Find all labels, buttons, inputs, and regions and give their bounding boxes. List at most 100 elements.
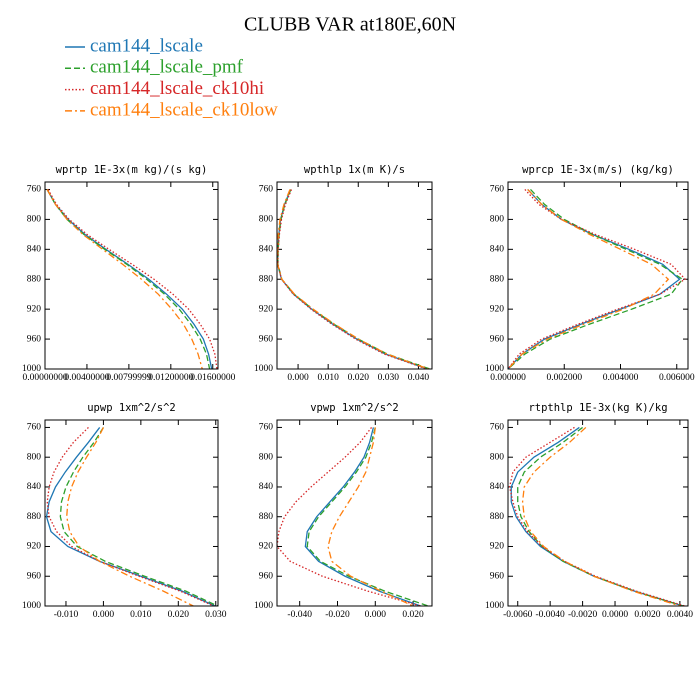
panel-title: wprtp 1E-3x(m kg)/(s kg)	[56, 164, 208, 176]
y-tick-label: 800	[490, 215, 505, 225]
x-tick-label: 0.040	[408, 373, 430, 383]
y-tick-label: 920	[259, 304, 274, 314]
y-tick-label: 1000	[485, 364, 504, 374]
y-tick-label: 760	[490, 185, 505, 195]
profile-line	[508, 189, 687, 369]
y-tick-label: 800	[259, 452, 274, 462]
x-tick-label: 0.000	[365, 610, 387, 620]
y-tick-label: 880	[490, 274, 505, 284]
y-tick-label: 920	[490, 542, 505, 552]
y-tick-label: 880	[259, 512, 274, 522]
y-tick-label: 1000	[485, 601, 504, 611]
y-tick-label: 760	[27, 185, 42, 195]
x-tick-label: -0.040	[287, 610, 312, 620]
profile-line	[508, 189, 670, 369]
legend-label: cam144_lscale_pmf	[90, 57, 244, 78]
y-tick-label: 840	[259, 245, 274, 255]
x-tick-label: 0.006000	[659, 373, 695, 383]
y-tick-label: 840	[490, 245, 505, 255]
x-tick-label: 0.002000	[546, 373, 582, 383]
y-tick-label: 880	[490, 512, 505, 522]
y-tick-label: 840	[27, 245, 42, 255]
x-tick-label: 0.01200000	[148, 373, 193, 383]
profile-line	[521, 426, 681, 606]
plot-frame	[276, 181, 433, 370]
x-tick-label: 0.004000	[603, 373, 639, 383]
plot-frame	[507, 181, 689, 370]
plot-frame	[44, 419, 219, 607]
profile-line	[508, 189, 684, 369]
y-tick-label: 880	[259, 274, 274, 284]
y-tick-label: 920	[259, 542, 274, 552]
y-tick-label: 840	[27, 482, 42, 492]
x-tick-label: 0.020	[348, 373, 370, 383]
legend-label: cam144_lscale_ck10low	[90, 99, 278, 120]
y-tick-label: 960	[259, 571, 274, 581]
figure-title: CLUBB VAR at180E,60N	[244, 14, 456, 36]
profile-line	[59, 427, 218, 606]
y-tick-label: 960	[490, 571, 505, 581]
y-tick-label: 800	[259, 215, 274, 225]
y-tick-label: 960	[490, 334, 505, 344]
y-tick-label: 760	[27, 423, 42, 433]
profile-line	[45, 427, 216, 606]
y-tick-label: 920	[27, 542, 42, 552]
x-tick-label: -0.0060	[503, 610, 533, 620]
y-tick-label: 760	[490, 423, 505, 433]
plot-frame	[44, 181, 219, 370]
plot-frame	[507, 419, 689, 607]
profile-line	[46, 189, 203, 369]
profile-line	[47, 189, 218, 369]
x-tick-label: 0.010	[317, 373, 339, 383]
y-tick-label: 1000	[22, 364, 41, 374]
y-tick-label: 960	[27, 334, 42, 344]
panel-title: upwp 1xm^2/s^2	[87, 402, 176, 414]
y-tick-label: 840	[259, 482, 274, 492]
y-tick-label: 880	[27, 274, 42, 284]
x-tick-label: 0.0040	[667, 610, 693, 620]
x-tick-label: -0.010	[54, 610, 79, 620]
y-tick-label: 1000	[254, 364, 273, 374]
x-tick-label: -0.0040	[536, 610, 566, 620]
profile-line	[306, 427, 429, 606]
panel-title: wprcp 1E-3x(m/s) (kg/kg)	[522, 164, 674, 176]
profile-line	[46, 426, 215, 606]
x-tick-label: 0.00000000	[22, 373, 67, 383]
y-tick-label: 880	[27, 512, 42, 522]
x-tick-label: 0.0000	[602, 610, 628, 620]
plot-frame	[276, 419, 433, 607]
x-tick-label: 0.020	[168, 610, 190, 620]
x-tick-label: 0.030	[205, 610, 227, 620]
x-tick-label: 0.000	[93, 610, 115, 620]
profile-line	[46, 189, 213, 369]
y-tick-label: 960	[259, 334, 274, 344]
profile-line	[304, 427, 421, 606]
x-tick-label: 0.000	[287, 373, 309, 383]
legend-label: cam144_lscale_ck10hi	[90, 78, 264, 99]
x-tick-label: 0.030	[378, 373, 400, 383]
x-tick-label: 0.010	[130, 610, 152, 620]
x-tick-label: -0.0020	[568, 610, 598, 620]
y-tick-label: 800	[27, 452, 42, 462]
y-tick-label: 920	[27, 304, 42, 314]
y-tick-label: 760	[259, 185, 274, 195]
x-tick-label: 0.020	[402, 610, 424, 620]
y-tick-label: 1000	[22, 601, 41, 611]
y-tick-label: 800	[27, 215, 42, 225]
y-tick-label: 1000	[254, 601, 273, 611]
profile-line	[277, 189, 429, 369]
x-tick-label: 0.00400000	[64, 373, 109, 383]
profile-line	[327, 427, 414, 606]
y-tick-label: 840	[490, 482, 505, 492]
profile-line	[66, 427, 194, 606]
x-tick-label: 0.0020	[634, 610, 660, 620]
panel-title: vpwp 1xm^2/s^2	[310, 402, 399, 414]
y-tick-label: 920	[490, 304, 505, 314]
y-tick-label: 960	[27, 571, 42, 581]
profile-line	[508, 426, 685, 606]
x-tick-label: -0.020	[325, 610, 350, 620]
panel-title: wpthlp 1x(m K)/s	[304, 164, 405, 176]
x-tick-label: 0.00799999	[106, 373, 151, 383]
